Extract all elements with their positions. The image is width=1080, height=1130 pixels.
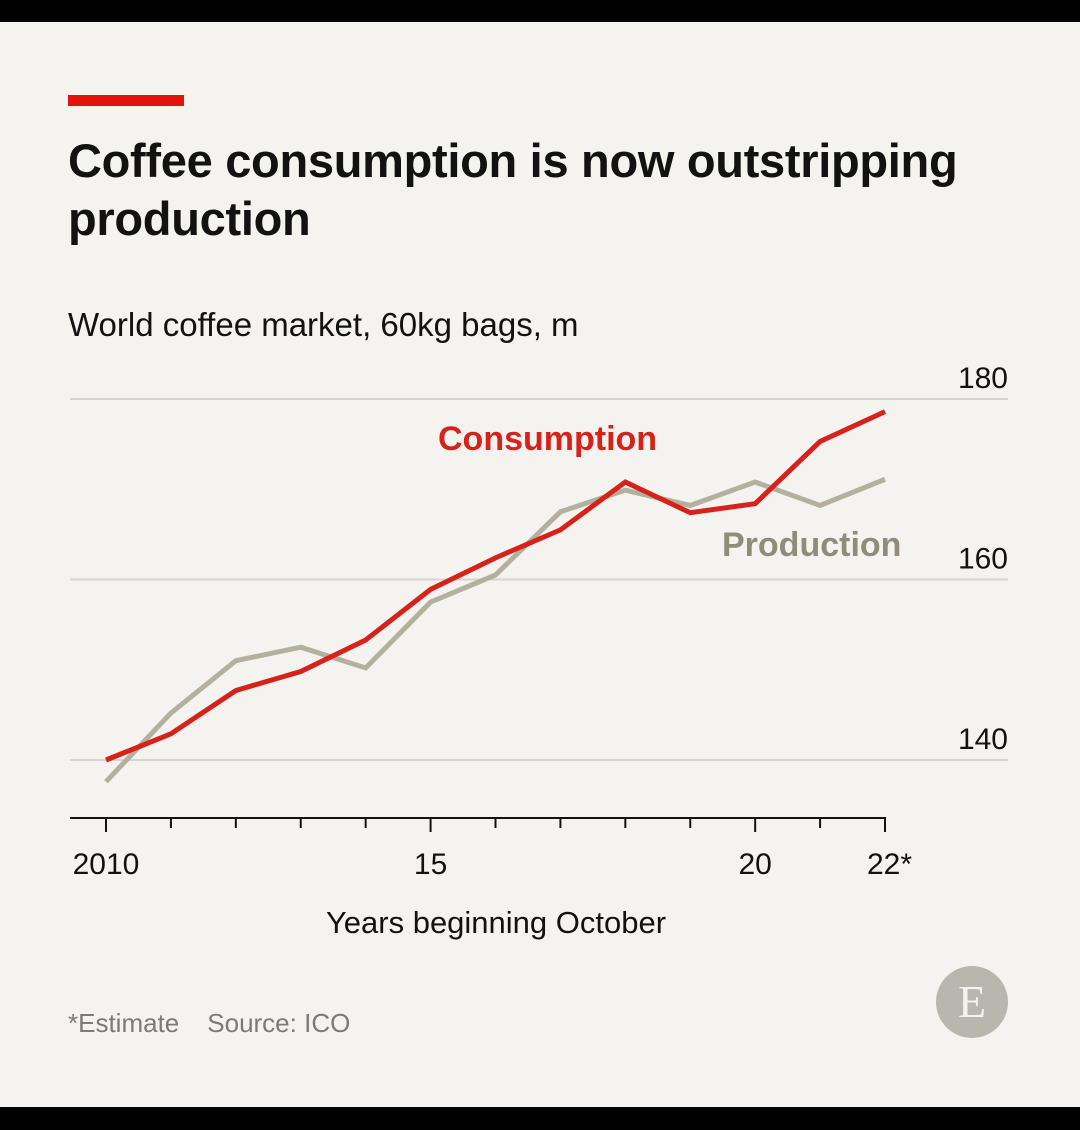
x-tick-label-2022: 22*: [867, 848, 912, 881]
x-tick-label-2015: 15: [414, 848, 447, 881]
economist-logo-icon: E: [936, 966, 1008, 1038]
x-tick-label-2020: 20: [738, 848, 771, 881]
chart-card: Coffee consumption is now outstripping p…: [0, 22, 1080, 1107]
x-axis-title: Years beginning October: [326, 905, 666, 940]
source-note: Source: ICO: [207, 1008, 351, 1038]
footnote: *Estimate Source: ICO: [68, 1008, 350, 1039]
y-tick-label-180: 180: [958, 362, 1008, 395]
y-tick-label-140: 140: [958, 723, 1008, 756]
series-line-consumption: [105, 409, 887, 763]
x-tick-label-2010: 2010: [73, 848, 140, 881]
legend-production-label: Production: [722, 526, 901, 564]
estimate-note: *Estimate: [68, 1008, 180, 1038]
legend-consumption-label: Consumption: [438, 420, 657, 458]
chart-title: Coffee consumption is now outstripping p…: [68, 134, 958, 245]
chart-subtitle: World coffee market, 60kg bags, m: [68, 306, 579, 343]
y-tick-label-160: 160: [958, 543, 1008, 576]
series-line-production: [104, 477, 886, 784]
line-chart: 140 160 180 2010 15 20 22* Years beginning Octo…: [70, 362, 1008, 940]
brand-red-bar: [68, 95, 184, 106]
